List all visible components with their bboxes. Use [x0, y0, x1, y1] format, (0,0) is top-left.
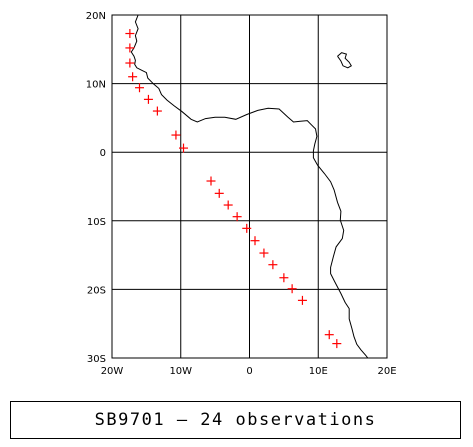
lat-tick-label: 10S — [87, 217, 106, 228]
observation-marker — [125, 43, 135, 53]
caption-box: SB9701 — 24 observations — [10, 401, 461, 439]
lat-tick-label: 20N — [86, 11, 106, 22]
observation-marker — [125, 58, 135, 68]
observation-marker — [279, 273, 289, 283]
lat-tick-label: 0 — [100, 148, 106, 159]
lat-tick-label: 20S — [87, 285, 106, 296]
caption-text: SB9701 — 24 observations — [94, 410, 377, 430]
coastline-layer — [130, 14, 369, 359]
observation-marker — [135, 83, 144, 93]
observation-marker — [259, 248, 269, 258]
grid-lines — [111, 14, 388, 359]
lon-tick-label: 0 — [246, 366, 252, 377]
observation-marker — [332, 339, 342, 349]
lon-tick-label: 10W — [169, 366, 192, 377]
tick-labels: 20W 10W 0 10E 20E 20N 10N 0 10S 20S 30S — [86, 11, 397, 377]
observation-marker — [152, 106, 162, 116]
lon-tick-label: 10E — [309, 366, 328, 377]
observation-marker — [179, 143, 188, 153]
observation-marker — [250, 236, 260, 246]
observation-marker — [206, 176, 216, 186]
observation-marker — [214, 188, 224, 198]
observation-markers — [125, 29, 342, 349]
lon-tick-label: 20E — [377, 366, 396, 377]
observation-marker — [125, 29, 135, 39]
lat-tick-label: 30S — [87, 354, 106, 365]
observation-marker — [128, 72, 138, 82]
observation-marker — [268, 260, 278, 270]
observation-marker — [242, 223, 252, 233]
observation-marker — [223, 200, 233, 210]
lat-tick-label: 10N — [86, 80, 106, 91]
observation-marker — [287, 284, 297, 294]
observation-marker — [171, 130, 181, 140]
observation-marker — [143, 94, 153, 104]
map-plot: 20W 10W 0 10E 20E 20N 10N 0 10S 20S 30S — [86, 11, 397, 377]
lon-tick-label: 20W — [101, 366, 124, 377]
observation-marker — [232, 212, 242, 222]
observation-marker — [324, 330, 334, 340]
lake-outline — [337, 52, 352, 69]
africa-coastline — [130, 14, 369, 359]
observation-marker — [297, 295, 307, 305]
